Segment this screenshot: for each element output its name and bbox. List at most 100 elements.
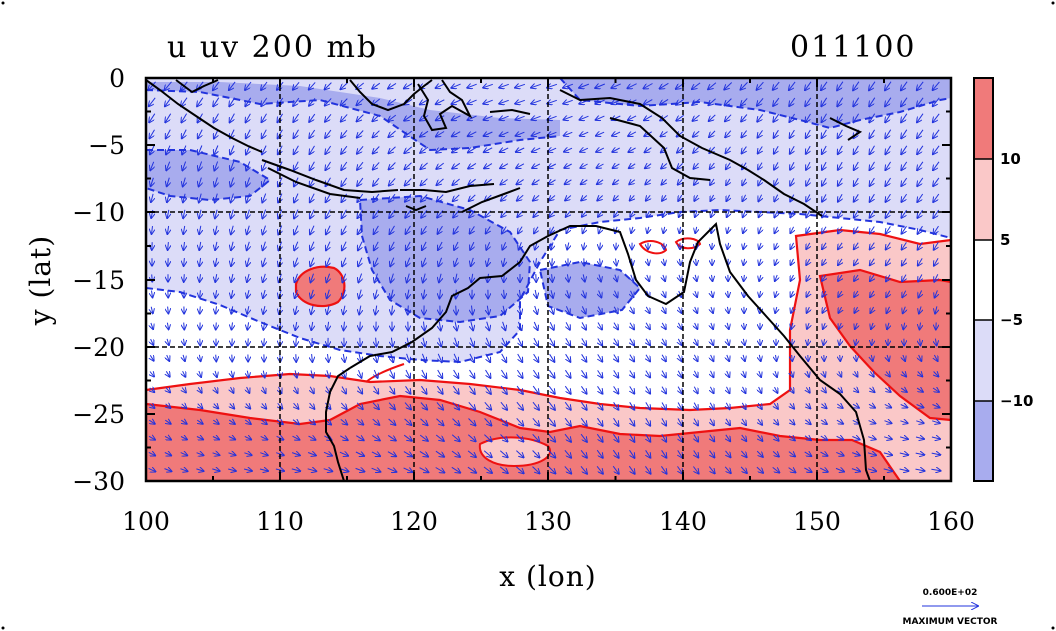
wind-vector-arrow [327, 370, 329, 377]
wind-vector-arrow [499, 116, 509, 120]
wind-vector-arrow [516, 132, 525, 136]
wind-vector-arrow [184, 274, 185, 282]
wind-vector-arrow [309, 97, 316, 105]
wind-vector-arrow [855, 338, 856, 345]
wind-vector-arrow [839, 371, 842, 376]
wind-vector-arrow [499, 84, 509, 87]
wind-vector-arrow [854, 194, 859, 201]
wind-vector-arrow [246, 129, 250, 139]
wind-vector-arrow [838, 388, 842, 393]
wind-vector-arrow [387, 434, 396, 440]
wind-vector-arrow [933, 129, 940, 138]
wind-vector-arrow [853, 97, 860, 107]
wind-vector-arrow [199, 193, 201, 203]
wind-vector-arrow [821, 97, 828, 106]
wind-vector-arrow [791, 322, 793, 329]
wind-vector-arrow [245, 81, 252, 90]
wind-vector-arrow [644, 83, 653, 89]
wind-vector-arrow [548, 385, 555, 394]
wind-vector-arrow [805, 420, 810, 424]
wind-vector-arrow [164, 436, 171, 439]
wind-vector-arrow [453, 194, 460, 201]
wind-vector-arrow [742, 418, 746, 425]
wind-vector-arrow [564, 401, 571, 410]
wind-vector-arrow [805, 97, 812, 106]
wind-vector-arrow [181, 97, 188, 107]
positive-contour-line [365, 363, 405, 383]
wind-vector-arrow [548, 148, 557, 152]
wind-vector-arrow [743, 386, 746, 393]
wind-vector-arrow [483, 84, 493, 87]
wind-vector-arrow [182, 404, 187, 408]
wind-vector-arrow [694, 178, 698, 185]
wind-vector-arrow [744, 322, 745, 329]
wind-vector-arrow [293, 81, 300, 89]
wind-vector-arrow [405, 209, 412, 218]
wind-vector-arrow [388, 130, 396, 137]
wind-vector-arrow [230, 161, 233, 171]
wind-vector-arrow [695, 274, 697, 281]
wind-vector-arrow [341, 82, 348, 89]
wind-vector-arrow [678, 194, 682, 201]
wind-vector-arrow [487, 321, 490, 331]
wind-vector-arrow [341, 129, 348, 137]
wind-vector-arrow [262, 129, 267, 139]
wind-vector-arrow [295, 370, 297, 377]
wind-vector-arrow [551, 306, 554, 314]
wind-vector-arrow [564, 417, 571, 426]
wind-vector-arrow [532, 401, 539, 410]
wind-vector-arrow [214, 113, 219, 123]
wind-vector-arrow [183, 370, 186, 377]
wind-vector-arrow [630, 306, 634, 313]
wind-vector-arrow [838, 258, 842, 265]
wind-vector-arrow [595, 84, 605, 88]
wind-vector-arrow [598, 322, 602, 330]
wind-vector-arrow [917, 177, 924, 186]
wind-vector-arrow [614, 386, 619, 393]
wind-vector-arrow [646, 322, 650, 329]
wind-vector-arrow [710, 402, 714, 410]
wind-vector-arrow [583, 290, 586, 297]
wind-vector-arrow [727, 322, 729, 329]
wind-vector-arrow [565, 180, 572, 184]
wind-vector-arrow [436, 100, 445, 104]
wind-vector-arrow [212, 437, 219, 440]
wind-vector-arrow [452, 385, 459, 394]
wind-vector-arrow [582, 354, 587, 361]
wind-vector-arrow [774, 419, 779, 424]
wind-vector-arrow [533, 210, 539, 217]
wind-vector-arrow [181, 420, 186, 424]
wind-vector-arrow [389, 146, 396, 154]
wind-vector-arrow [741, 114, 748, 122]
wind-vector-arrow [885, 145, 892, 154]
wind-vector-arrow [884, 421, 892, 424]
wind-vector-arrow [166, 371, 169, 376]
wind-vector-arrow [484, 418, 492, 425]
wind-vector-arrow [438, 241, 442, 250]
wind-vector-arrow [902, 226, 907, 233]
wind-vector-arrow [312, 354, 313, 362]
wind-vector-arrow [806, 226, 810, 233]
wind-vector-arrow [662, 370, 666, 378]
wind-vector-arrow [232, 322, 233, 329]
wind-vector-arrow [662, 322, 666, 329]
wind-vector-arrow [404, 114, 413, 120]
wind-vector-arrow [807, 306, 810, 313]
wind-vector-arrow [248, 338, 249, 345]
wind-vector-arrow [357, 114, 364, 122]
wind-vector-arrow [822, 161, 826, 170]
wind-vector-arrow [677, 131, 684, 136]
wind-vector-arrow [420, 99, 429, 105]
wind-vector-arrow [678, 386, 682, 394]
wind-vector-arrow [566, 338, 570, 345]
wind-vector-arrow [357, 161, 364, 170]
wind-vector-arrow [308, 436, 316, 440]
wind-vector-arrow [631, 274, 633, 281]
wind-vector-arrow [933, 177, 940, 186]
wind-vector-arrow [437, 210, 444, 217]
wind-vector-arrow [341, 145, 348, 154]
wind-vector-arrow [743, 354, 745, 361]
wind-vector-arrow [596, 148, 605, 152]
wind-vector-arrow [808, 338, 809, 345]
wind-vector-arrow [854, 258, 858, 265]
